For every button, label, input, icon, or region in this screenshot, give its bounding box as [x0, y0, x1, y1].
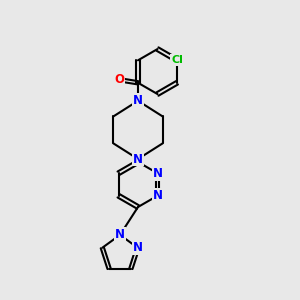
Text: N: N — [133, 94, 143, 107]
Text: N: N — [115, 228, 125, 242]
Text: N: N — [152, 189, 163, 202]
Text: O: O — [114, 73, 124, 86]
Text: N: N — [133, 152, 143, 166]
Text: N: N — [152, 167, 163, 180]
Text: N: N — [133, 241, 143, 254]
Text: Cl: Cl — [171, 55, 183, 65]
